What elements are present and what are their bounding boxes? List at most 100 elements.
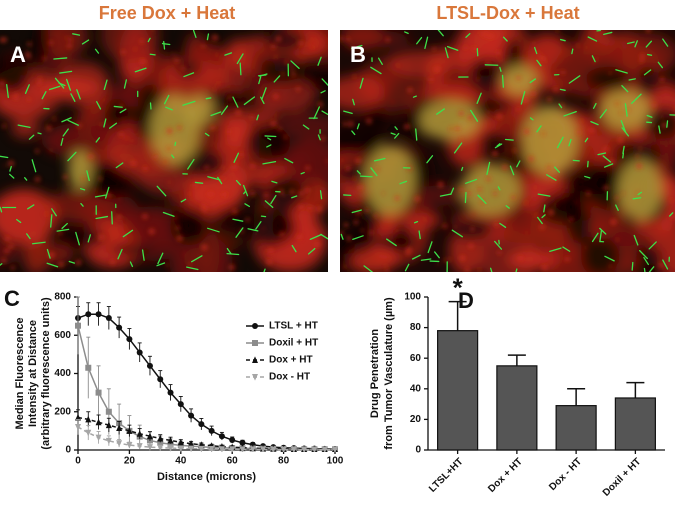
- speck: [608, 71, 612, 75]
- speck: [16, 98, 19, 101]
- legend-label: Dox + HT: [269, 355, 313, 366]
- vessel: [631, 93, 642, 104]
- speck: [585, 46, 588, 49]
- vessel: [529, 117, 534, 121]
- vessel: [129, 261, 134, 268]
- vessel: [621, 85, 629, 93]
- speck: [225, 177, 228, 180]
- vessel: [536, 125, 542, 133]
- vessel: [239, 62, 242, 76]
- dark-region: [635, 243, 663, 271]
- speck: [232, 209, 238, 214]
- speck: [201, 203, 205, 206]
- speck: [627, 108, 631, 112]
- significance-marker: *: [453, 272, 464, 302]
- vessel: [444, 47, 449, 59]
- vessel: [210, 111, 222, 117]
- speck: [133, 47, 137, 51]
- speck: [539, 55, 545, 62]
- dark-region: [109, 243, 155, 256]
- vessel: [643, 267, 646, 272]
- bar: [614, 397, 656, 451]
- x-tick-label: LTSL+HT: [427, 456, 465, 494]
- speck: [25, 51, 30, 56]
- vessel: [319, 190, 323, 200]
- vessel: [352, 98, 355, 106]
- dark-region: [475, 97, 515, 113]
- point: [208, 427, 215, 434]
- speck: [192, 183, 197, 188]
- vessel: [264, 200, 274, 209]
- tissue-region: [278, 112, 328, 140]
- speck: [166, 263, 169, 267]
- drug-region: [420, 100, 480, 140]
- speck: [46, 125, 52, 131]
- vessel: [156, 185, 167, 197]
- tissue-texture: [340, 30, 675, 272]
- point: [280, 446, 287, 452]
- tissue-region: [222, 38, 250, 97]
- vessel: [516, 160, 521, 168]
- speck: [2, 37, 8, 43]
- vessel: [291, 195, 298, 199]
- vessel: [343, 110, 353, 115]
- vessel: [648, 266, 655, 272]
- point: [116, 424, 123, 432]
- point: [95, 311, 102, 318]
- speck: [512, 148, 517, 153]
- speck: [589, 127, 595, 133]
- speck: [465, 267, 470, 272]
- speck: [548, 209, 555, 216]
- vessel: [60, 137, 64, 146]
- vessel: [220, 105, 229, 115]
- vessel: [615, 69, 628, 74]
- speck: [555, 30, 560, 33]
- point: [105, 315, 112, 322]
- y-tick-label: 100: [404, 292, 421, 303]
- speck: [517, 255, 523, 261]
- point: [177, 438, 184, 446]
- vessel: [451, 229, 463, 238]
- vessel: [320, 90, 326, 94]
- speck: [213, 87, 217, 91]
- speck: [480, 200, 484, 204]
- vessel: [536, 59, 542, 67]
- speck: [532, 42, 536, 45]
- speck: [124, 136, 129, 140]
- y-tick-label: 20: [410, 414, 422, 425]
- speck: [541, 132, 546, 136]
- speck: [385, 37, 391, 42]
- vessel: [439, 193, 452, 197]
- vessel: [494, 143, 503, 149]
- speck: [284, 60, 289, 64]
- speck: [405, 247, 412, 254]
- point: [126, 336, 133, 343]
- dark-region: [175, 61, 200, 77]
- speck: [621, 192, 625, 195]
- speckle: [0, 30, 328, 271]
- speck: [459, 187, 464, 192]
- speck: [619, 111, 623, 114]
- vessel: [584, 175, 591, 179]
- x-tick-label: 40: [175, 456, 187, 467]
- dark-region: [470, 63, 502, 96]
- dark-region: [263, 30, 308, 52]
- point: [177, 401, 184, 408]
- vessel: [86, 170, 90, 182]
- speck: [217, 82, 221, 86]
- speck: [296, 234, 302, 240]
- speck: [1, 258, 7, 263]
- speck: [225, 193, 229, 197]
- point: [239, 439, 246, 446]
- vessel: [81, 39, 90, 45]
- vessel: [117, 248, 123, 260]
- vessel: [399, 180, 408, 185]
- vessel: [75, 231, 80, 246]
- vessel: [217, 176, 223, 185]
- vessel: [270, 194, 277, 205]
- speck: [298, 204, 304, 210]
- vessel: [54, 77, 65, 89]
- vessel: [647, 53, 653, 56]
- speck: [437, 181, 444, 188]
- speck: [304, 187, 310, 193]
